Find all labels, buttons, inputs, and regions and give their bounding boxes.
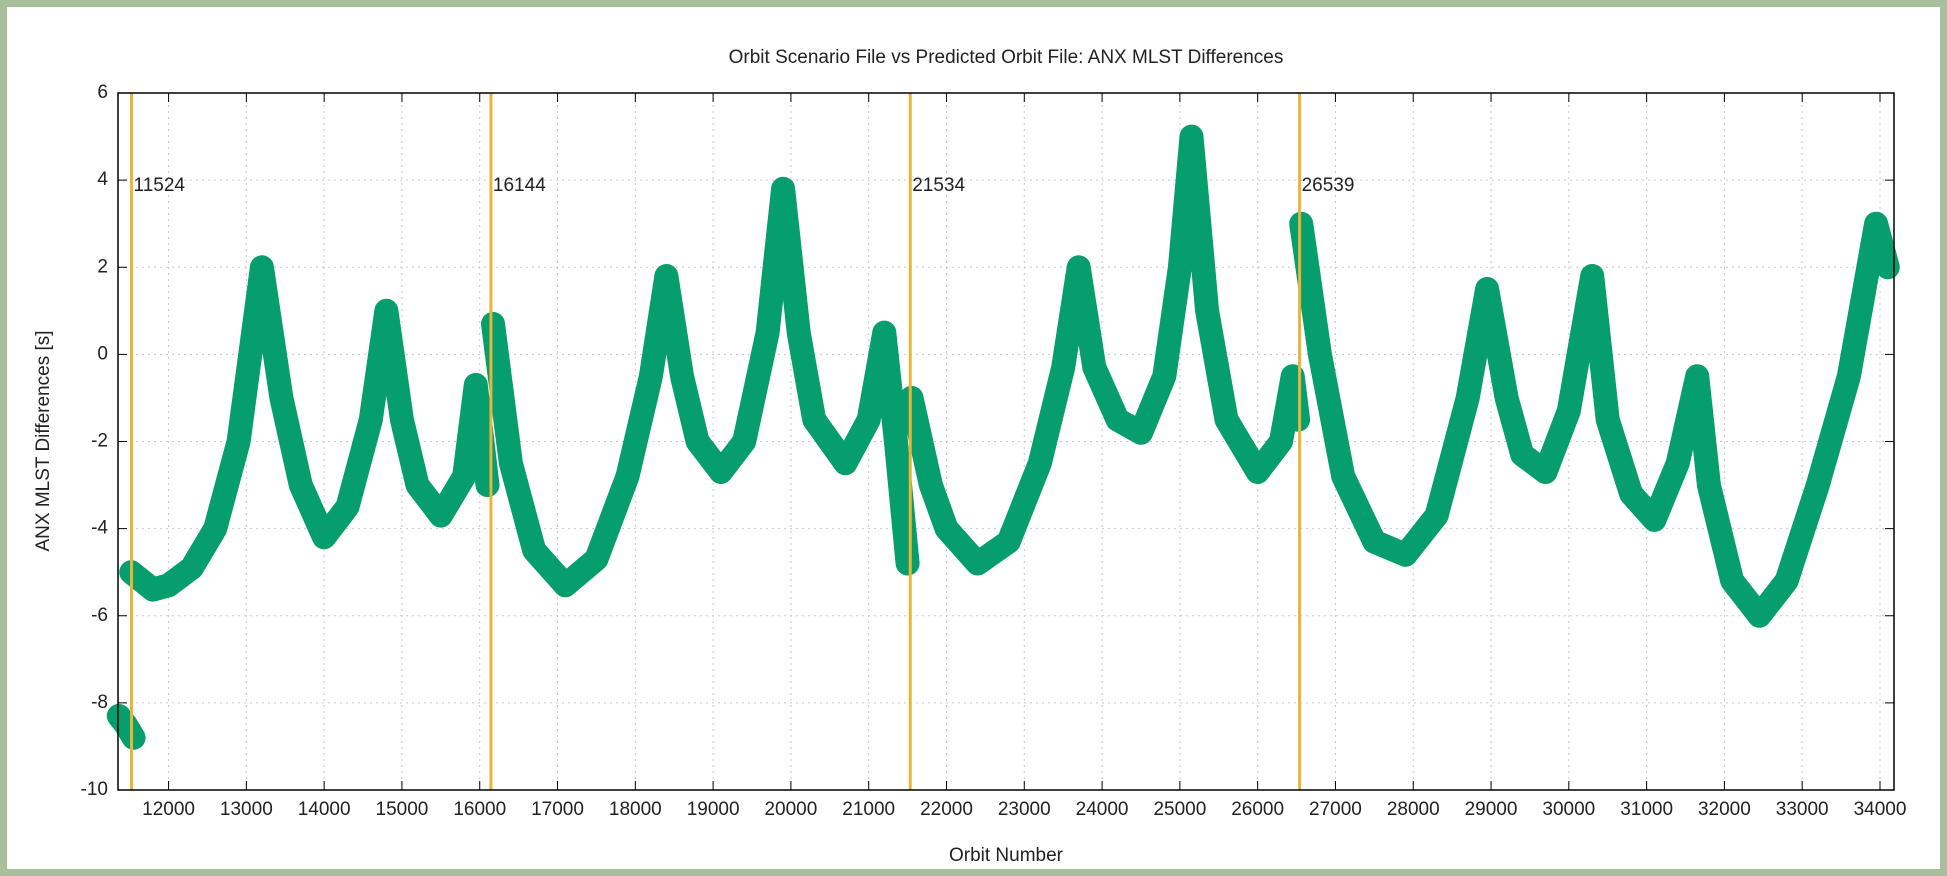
marker-label: 16144 [493,175,546,196]
x-tick-label: 12000 [142,799,195,820]
x-tick-label: 13000 [220,799,273,820]
marker-label: 21534 [912,175,965,196]
y-tick-label: -10 [81,779,108,800]
x-tick-label: 34000 [1854,799,1907,820]
x-tick-label: 25000 [1153,799,1206,820]
x-tick-label: 21000 [842,799,895,820]
x-tick-label: 29000 [1465,799,1518,820]
x-tick-label: 19000 [687,799,740,820]
marker-label: 11524 [134,175,186,196]
chart-title: Orbit Scenario File vs Predicted Orbit F… [729,47,1284,68]
x-tick-label: 30000 [1542,799,1595,820]
marker-label: 26539 [1302,175,1355,196]
x-tick-label: 15000 [376,799,429,820]
x-tick-label: 16000 [453,799,506,820]
plot-border [117,92,1895,791]
x-tick-label: 32000 [1698,799,1751,820]
x-tick-label: 27000 [1309,799,1362,820]
x-tick-label: 26000 [1231,799,1284,820]
y-axis-label: ANX MLST Differences [s] [33,330,54,551]
y-tick-label: 6 [97,82,108,103]
x-tick-label: 33000 [1776,799,1829,820]
x-tick-label: 22000 [920,799,973,820]
y-tick-label: -4 [91,518,108,539]
x-tick-label: 17000 [531,799,584,820]
y-tick-label: 0 [97,343,108,364]
y-tick-label: 2 [97,256,108,277]
y-tick-label: 4 [97,169,108,190]
data-line [106,124,1900,750]
x-tick-label: 14000 [298,799,351,820]
x-tick-label: 24000 [1076,799,1129,820]
y-tick-label: -2 [91,431,108,452]
x-tick-label: 31000 [1620,799,1673,820]
x-axis-label: Orbit Number [949,845,1064,866]
x-tick-label: 20000 [764,799,817,820]
x-tick-label: 18000 [609,799,662,820]
x-tick-label: 28000 [1387,799,1440,820]
y-tick-label: -8 [91,692,108,713]
y-tick-label: -6 [91,605,108,626]
x-tick-label: 23000 [998,799,1051,820]
